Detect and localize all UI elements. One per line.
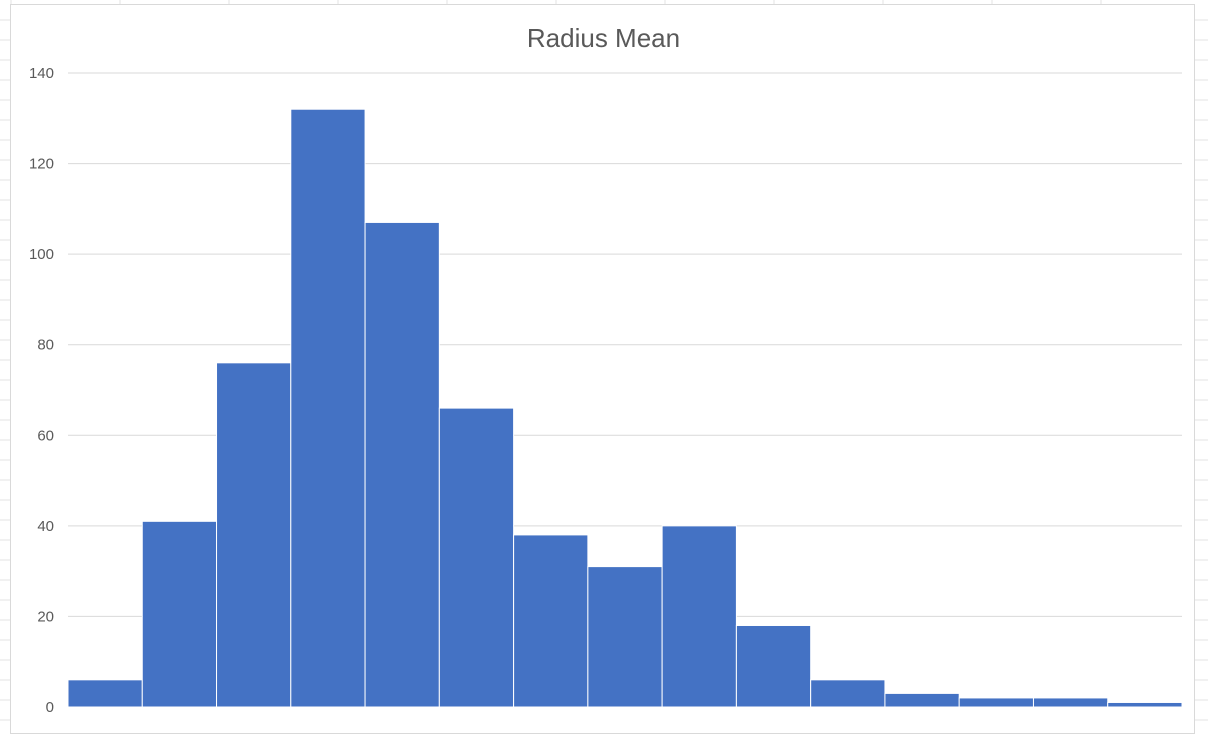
histogram-bar[interactable] <box>958 697 1034 708</box>
y-tick-label: 140 <box>29 65 54 82</box>
histogram-plot: 0 20 40 60 80 100 120 140 <box>29 65 1183 716</box>
histogram-bar[interactable] <box>735 624 812 708</box>
y-tick-label: 0 <box>46 699 54 716</box>
y-tick-label: 100 <box>29 246 54 263</box>
y-tick-label: 80 <box>37 337 54 354</box>
histogram-bar[interactable] <box>141 520 218 708</box>
histogram-bar[interactable] <box>884 692 960 708</box>
histogram-bar[interactable] <box>587 566 663 708</box>
histogram-bar[interactable] <box>290 108 366 708</box>
histogram-bar[interactable] <box>1107 701 1183 708</box>
histogram-bar[interactable] <box>364 221 440 708</box>
histogram-bar[interactable] <box>810 679 886 708</box>
y-tick-label: 40 <box>37 518 54 535</box>
histogram-bar[interactable] <box>216 362 292 708</box>
histogram-bar[interactable] <box>661 525 737 708</box>
histogram-bar[interactable] <box>67 679 143 708</box>
histogram-bar[interactable] <box>438 407 515 708</box>
y-tick-label: 120 <box>29 156 54 173</box>
y-tick-label: 20 <box>37 608 54 625</box>
chart-title: Radius Mean <box>526 23 681 53</box>
chart-area[interactable]: Radius Mean 0 20 40 60 80 100 120 140 <box>10 4 1195 734</box>
histogram-bar[interactable] <box>513 534 589 708</box>
histogram-bar[interactable] <box>1032 697 1109 708</box>
y-tick-label: 60 <box>37 427 54 444</box>
